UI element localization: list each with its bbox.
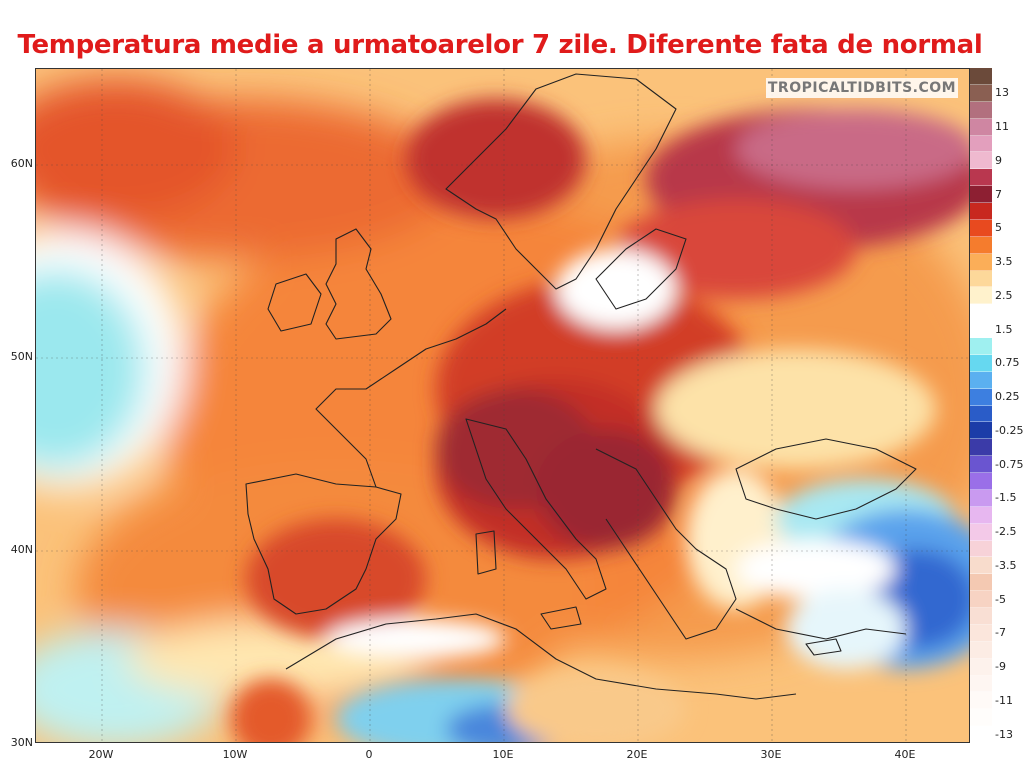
map-canvas	[36, 69, 969, 742]
legend-swatch	[970, 236, 992, 254]
legend-swatch	[970, 473, 992, 490]
lon-tick-40e: 40E	[894, 748, 916, 761]
legend-swatch	[970, 68, 992, 85]
lon-tick-10w: 10W	[222, 748, 248, 761]
legend-swatch	[970, 692, 992, 710]
legend-label: 9	[995, 153, 1002, 167]
lon-tick-10e: 10E	[492, 748, 514, 761]
legend-swatch	[970, 405, 992, 423]
legend-swatch	[970, 321, 992, 338]
lon-tick-20e: 20E	[626, 748, 648, 761]
lat-tick-50n: 50N	[10, 350, 33, 363]
legend-label: -13	[995, 727, 1013, 741]
legend-label: -0.25	[995, 423, 1024, 437]
legend-label: -2.5	[995, 525, 1017, 539]
coastlines	[245, 73, 917, 700]
legend-label: 11	[995, 120, 1009, 134]
legend-swatch	[970, 523, 992, 541]
legend-label: -5	[995, 592, 1006, 606]
legend-label: 5	[995, 221, 1002, 235]
lon-tick-0: 0	[365, 748, 373, 761]
legend-swatch	[970, 101, 992, 119]
legend-swatch	[970, 219, 992, 237]
legend-swatch	[970, 186, 992, 203]
legend-swatch	[970, 304, 992, 322]
legend-swatch	[970, 287, 992, 305]
legend-swatch	[970, 641, 992, 659]
legend-swatch	[970, 422, 992, 440]
legend-label: 1.5	[995, 322, 1013, 336]
anomaly-map	[35, 68, 970, 743]
legend-swatch	[970, 624, 992, 642]
legend-swatch	[970, 388, 992, 406]
legend-swatch	[970, 591, 992, 608]
legend-swatch	[970, 456, 992, 473]
legend-swatch	[970, 169, 992, 187]
legend-label: -9	[995, 660, 1006, 674]
legend-swatch	[970, 439, 992, 457]
legend-swatch	[970, 135, 992, 153]
legend-swatch	[970, 557, 992, 575]
legend-label: 13	[995, 86, 1009, 100]
legend-label: 0.25	[995, 390, 1020, 404]
legend-label: -11	[995, 693, 1013, 707]
legend-swatch	[970, 338, 992, 355]
legend-swatch	[970, 489, 992, 507]
color-legend	[970, 68, 992, 743]
legend-label: 3.5	[995, 255, 1013, 269]
legend-label: -3.5	[995, 558, 1017, 572]
legend-swatch	[970, 608, 992, 625]
legend-swatch	[970, 152, 992, 170]
legend-label: 2.5	[995, 288, 1013, 302]
legend-swatch	[970, 371, 992, 389]
legend-swatch	[970, 84, 992, 102]
legend-label: 7	[995, 187, 1002, 201]
legend-swatch	[970, 709, 992, 727]
legend-label: -7	[995, 626, 1006, 640]
lon-tick-30e: 30E	[760, 748, 782, 761]
legend-swatch	[970, 658, 992, 676]
lat-tick-60n: 60N	[10, 157, 33, 170]
legend-swatch	[970, 118, 992, 136]
lat-tick-40n: 40N	[10, 543, 33, 556]
watermark: TROPICALTIDBITS.COM	[766, 78, 958, 98]
legend-swatch	[970, 270, 992, 288]
legend-swatch	[970, 675, 992, 693]
legend-label: -1.5	[995, 491, 1017, 505]
lon-tick-20w: 20W	[88, 748, 114, 761]
legend-swatch	[970, 253, 992, 271]
lat-tick-30n: 30N	[10, 736, 33, 749]
legend-swatch	[970, 574, 992, 592]
legend-label: -0.75	[995, 457, 1024, 471]
legend-swatch	[970, 354, 992, 372]
legend-label: 0.75	[995, 356, 1020, 370]
legend-swatch	[970, 540, 992, 558]
map-title: Temperatura medie a urmatoarelor 7 zile.…	[17, 30, 983, 60]
legend-swatch	[970, 726, 992, 743]
legend-swatch	[970, 203, 992, 220]
legend-swatch	[970, 506, 992, 524]
